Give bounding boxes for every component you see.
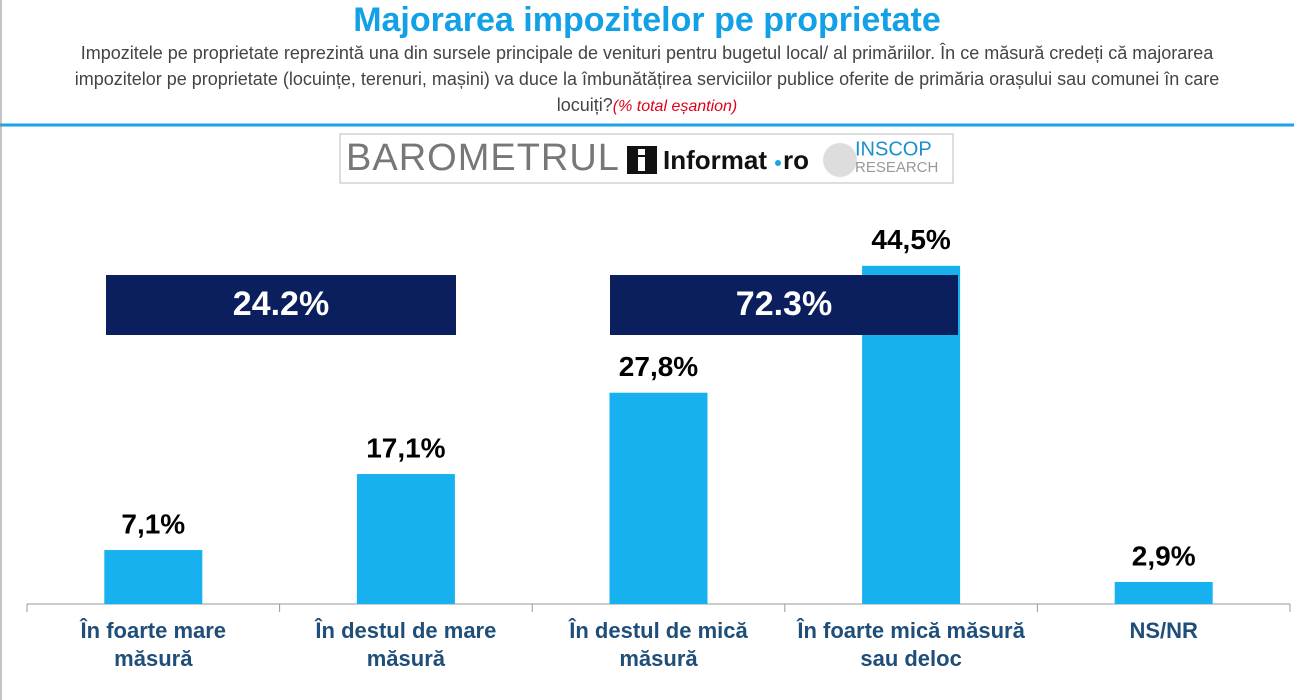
group-label: 24.2% [233,285,329,323]
logo-partner: INSCOP [855,138,932,160]
subtitle: Impozitele pe proprietate reprezintă una… [74,43,1220,115]
value-label: 27,8% [619,351,698,382]
logo-barometer: BAROMETRUL [346,137,620,179]
logo-icon-dot [638,149,645,155]
title: Majorarea impozitelor pe proprietate [353,1,941,39]
value-label: 7,1% [121,508,185,539]
logo-brand: Informat [663,145,767,175]
subtitle-block: Impozitele pe proprietate reprezintă una… [60,40,1234,120]
x-tick-label: NS/NR [1129,618,1198,643]
x-tick-label: În destul de mică măsură [569,618,748,671]
logo-circle [823,143,857,177]
x-tick-label: În foarte mică măsură sau deloc [797,618,1025,671]
value-label: 2,9% [1132,540,1196,571]
value-label: 17,1% [366,432,445,463]
x-tick-label: În destul de mare măsură [315,618,497,671]
logo-partner-sub: RESEARCH [855,159,938,176]
logo-brand-suffix: ro [783,145,809,175]
value-label: 44,5% [871,224,950,255]
group-box [610,275,958,335]
logo-icon-i [638,157,645,171]
bar [609,392,708,604]
bar [356,474,455,604]
logo-dot [775,160,781,166]
group-box [106,275,456,335]
bar [104,550,203,604]
subtitle-note: (% total eșantion) [612,98,738,115]
bar [1114,581,1213,604]
x-tick-label: În foarte mare măsură [80,618,227,671]
group-label: 72.3% [736,285,832,323]
